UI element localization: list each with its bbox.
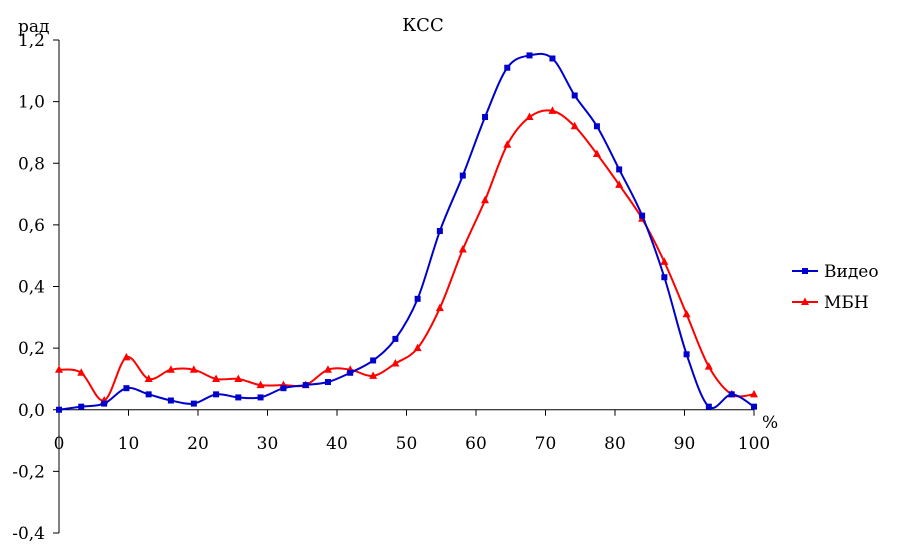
data-point-video [436,228,443,235]
data-point-mbn [391,359,400,367]
x-axis-label: % [762,413,778,433]
y-tick-label: -0,2 [12,462,45,482]
y-tick-label: 1,0 [18,93,45,113]
series-layer [55,52,758,413]
data-point-mbn [682,309,691,318]
x-tick-label: 20 [187,434,209,454]
x-tick-label: 30 [257,434,279,454]
x-tick-label: 70 [535,434,557,454]
x-tick-label: 0 [54,434,65,454]
data-point-video [616,166,623,173]
data-point-mbn [592,149,601,158]
data-point-video [235,394,242,401]
data-point-video [56,406,62,413]
data-point-mbn [122,352,131,361]
y-tick-label: 0,0 [18,401,45,421]
x-tick-label: 50 [396,434,418,454]
data-point-video [705,403,712,410]
data-point-mbn [77,368,86,376]
data-point-mbn [256,380,265,389]
data-point-video [549,55,556,62]
x-tick-label: 100 [738,434,770,454]
data-point-mbn [570,121,579,130]
data-point-mbn [144,374,153,382]
legend: Видео МБН [792,262,879,313]
data-point-video [593,123,600,130]
data-point-video [190,400,197,407]
x-tick-label: 60 [465,434,487,454]
data-point-mbn [234,374,243,382]
data-point-video [661,274,668,281]
y-tick-label: -0,4 [12,524,45,544]
data-point-video [504,64,511,71]
data-point-mbn [704,362,713,370]
y-tick-label: 0,6 [18,216,45,236]
data-point-video [123,385,130,392]
legend-label-mbn: МБН [824,293,869,313]
data-point-video [324,379,331,386]
x-tick-label: 90 [674,434,696,454]
data-point-video [751,403,757,410]
data-point-mbn [481,195,490,204]
data-point-mbn [166,365,175,373]
data-point-video [280,385,287,392]
axes-layer: 1,2 1,0 0,8 0,6 0,4 0,2 0,0 -0,2 -0,4 0 10 20 30 40 50… [12,31,770,544]
data-point-mbn [55,365,63,373]
data-point-video [167,397,174,404]
y-axis-label: рад [18,17,50,37]
series-mbn [55,106,758,404]
data-point-video [526,52,533,59]
data-point-video [728,391,735,398]
series-line-mbn [58,109,755,402]
data-point-video [101,400,108,407]
x-tick-label: 10 [118,434,140,454]
data-point-mbn [435,303,444,312]
data-point-mbn [660,257,669,265]
chart-title: КСС [402,15,443,36]
data-point-mbn [413,343,422,352]
data-point-video [392,335,399,342]
data-point-mbn [323,365,332,373]
y-tick-label: 1,2 [18,31,45,51]
data-point-mbn [189,365,198,373]
data-point-video [78,403,85,410]
legend-marker-video [802,268,808,274]
legend-marker-mbn [801,297,809,305]
data-point-video [257,394,264,401]
data-point-video [482,114,489,121]
x-tick-label: 40 [326,434,348,454]
data-point-mbn [548,106,557,114]
data-point-video [347,369,354,376]
x-tick-label: 80 [604,434,626,454]
data-point-mbn [750,389,758,398]
series-video [56,52,757,413]
data-point-video [302,382,309,389]
y-tick-label: 0,2 [18,339,45,359]
data-point-video [459,172,466,179]
data-point-mbn [369,371,378,379]
data-point-video [571,92,578,99]
y-tick-label: 0,8 [18,154,45,174]
data-point-mbn [525,112,534,121]
data-point-video [370,357,377,364]
legend-label-video: Видео [824,262,879,282]
y-tick-label: 0,4 [18,278,45,298]
data-point-video [145,391,152,398]
data-point-mbn [212,374,221,382]
data-point-video [639,212,646,219]
data-point-video [213,391,220,398]
data-point-mbn [503,140,512,148]
data-point-mbn [615,180,624,188]
data-point-video [683,351,690,358]
data-point-mbn [458,245,467,253]
data-point-video [414,295,421,302]
